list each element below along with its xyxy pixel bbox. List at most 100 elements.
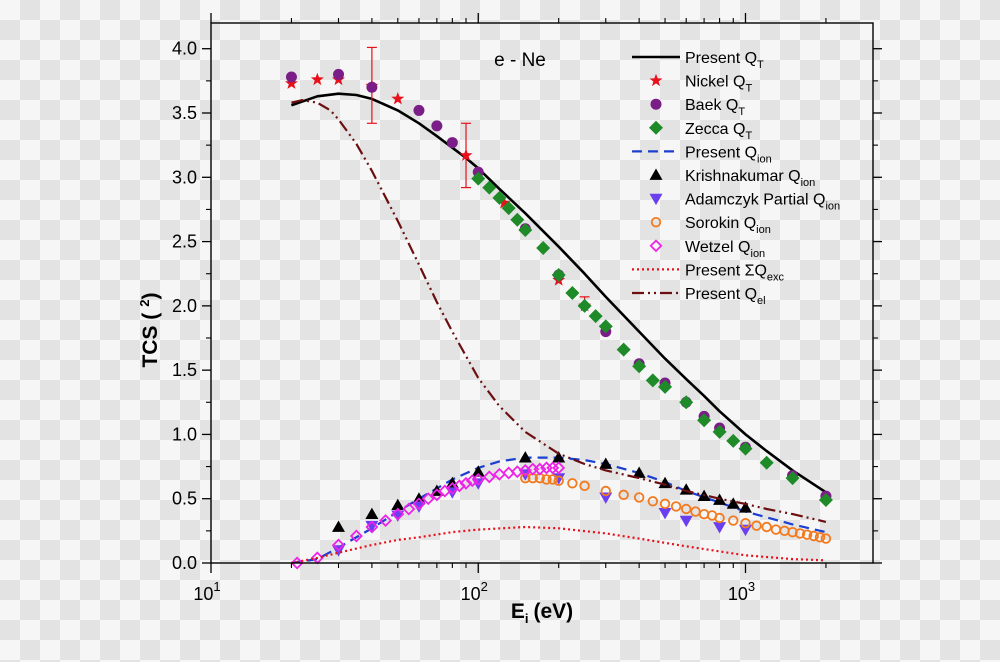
series-8-point (365, 520, 379, 534)
y-tick-label: 3.0 (172, 167, 197, 187)
legend-label: Adamczyk Partial Qion (685, 192, 840, 213)
series-7-point (541, 474, 552, 485)
series-8-point (349, 529, 363, 543)
series-2-point (413, 104, 425, 116)
series-8-point (412, 497, 426, 511)
series-6-point (412, 501, 426, 513)
series-5-point (552, 451, 566, 463)
legend-swatch (649, 73, 663, 87)
series-5-point (332, 520, 346, 532)
series-3-point (598, 319, 613, 334)
y-tick-label: 0.5 (172, 489, 197, 509)
series-7-point (787, 526, 798, 538)
series-layer (284, 46, 833, 570)
ticks-layer: 0.0 0.5 1.0 1.5 2.0 2.5 3.0 3.5 4.0 101 102 103 (172, 13, 882, 604)
y-axis-title: TCS (2) (137, 292, 162, 367)
series-8-point (459, 476, 473, 490)
y-tick-label: 1.0 (172, 424, 197, 444)
series-6-point (658, 507, 672, 520)
series-7-point (600, 485, 611, 497)
series-8-point (430, 488, 444, 502)
legend-entry: Present Qel (632, 286, 766, 307)
series-3-point (501, 201, 516, 216)
series-7-point (740, 517, 751, 529)
y-tick-label: 3.5 (172, 103, 197, 123)
y-tick-label: 2.5 (172, 232, 197, 252)
legend-entry: Present Qion (632, 144, 772, 165)
series-2-point (431, 120, 443, 132)
series-3-point (818, 493, 833, 507)
series-7-point (618, 489, 629, 501)
series-7-point (659, 498, 671, 510)
legend-swatch (649, 193, 663, 206)
legend-label: Wetzel Qion (685, 239, 765, 260)
legend-swatch (649, 120, 663, 135)
series-6-point (713, 522, 727, 534)
chart-annotation: e - Ne (494, 50, 546, 71)
series-2-point (366, 81, 378, 93)
series-8-point (465, 474, 479, 488)
series-7-point (801, 529, 813, 540)
series-3-point (616, 342, 631, 357)
series-3-point (632, 359, 647, 374)
series-3-point (679, 395, 694, 410)
series-8 (290, 461, 566, 570)
series-7-point (681, 503, 692, 515)
series-5-point (599, 457, 613, 469)
series-7-point (794, 528, 806, 539)
legend-entry: Zecca QT (649, 120, 752, 142)
y-tick-label: 1.5 (172, 360, 197, 380)
series-6-point (365, 520, 379, 533)
series-5-point (518, 451, 532, 463)
series-3-point (759, 455, 774, 470)
series-3-point (471, 171, 486, 186)
series-3-point (645, 373, 660, 388)
y-tick-label: 0.0 (172, 553, 197, 573)
series-8-point (290, 556, 304, 570)
series-7-point (761, 521, 772, 533)
legend-swatch (649, 239, 663, 253)
x-axis-title: Ei (eV) (511, 600, 573, 626)
series-1-point (497, 196, 511, 209)
legend-entry: Krishnakumar Qion (649, 168, 815, 189)
series-7-point (567, 478, 578, 489)
series-3-point (492, 190, 507, 205)
series-5-point (738, 501, 752, 513)
x-tick-label: 103 (728, 579, 755, 604)
legend-label: Present ΣQexc (685, 262, 785, 283)
series-7-point (547, 474, 558, 485)
series-7-point (633, 492, 645, 503)
series-5-point (632, 466, 646, 478)
series-8-point (471, 472, 485, 486)
series-3-point (588, 309, 603, 324)
plot-frame (210, 22, 874, 564)
legend-entry: Baek QT (650, 97, 745, 118)
series-7-point (647, 496, 659, 507)
series-3-point (551, 268, 566, 282)
series-5-point (471, 465, 485, 477)
legend-entry: Wetzel Qion (649, 239, 765, 260)
series-8-point (421, 492, 435, 506)
series-10 (291, 99, 827, 523)
y-tick-label: 2.0 (172, 296, 197, 316)
legend-entry: Present QT (632, 50, 764, 71)
series-5-point (726, 497, 740, 509)
series-7 (520, 472, 832, 544)
series-8-point (391, 507, 405, 521)
series-6-point (738, 524, 752, 537)
legend-label: Sorokin Qion (685, 215, 771, 236)
series-1 (284, 46, 592, 312)
legend-label: Baek QT (685, 97, 745, 118)
legend-label: Present Qel (685, 286, 766, 307)
x-tick-label: 101 (193, 579, 220, 604)
series-7-point (670, 501, 682, 512)
series-7-point (520, 472, 531, 484)
series-3-point (565, 286, 580, 300)
series-3-point (738, 441, 753, 456)
series-1-point (284, 76, 298, 89)
series-3 (471, 171, 833, 507)
legend-label: Zecca QT (685, 121, 752, 142)
series-8-point (552, 461, 566, 475)
series-1-point (391, 92, 405, 105)
